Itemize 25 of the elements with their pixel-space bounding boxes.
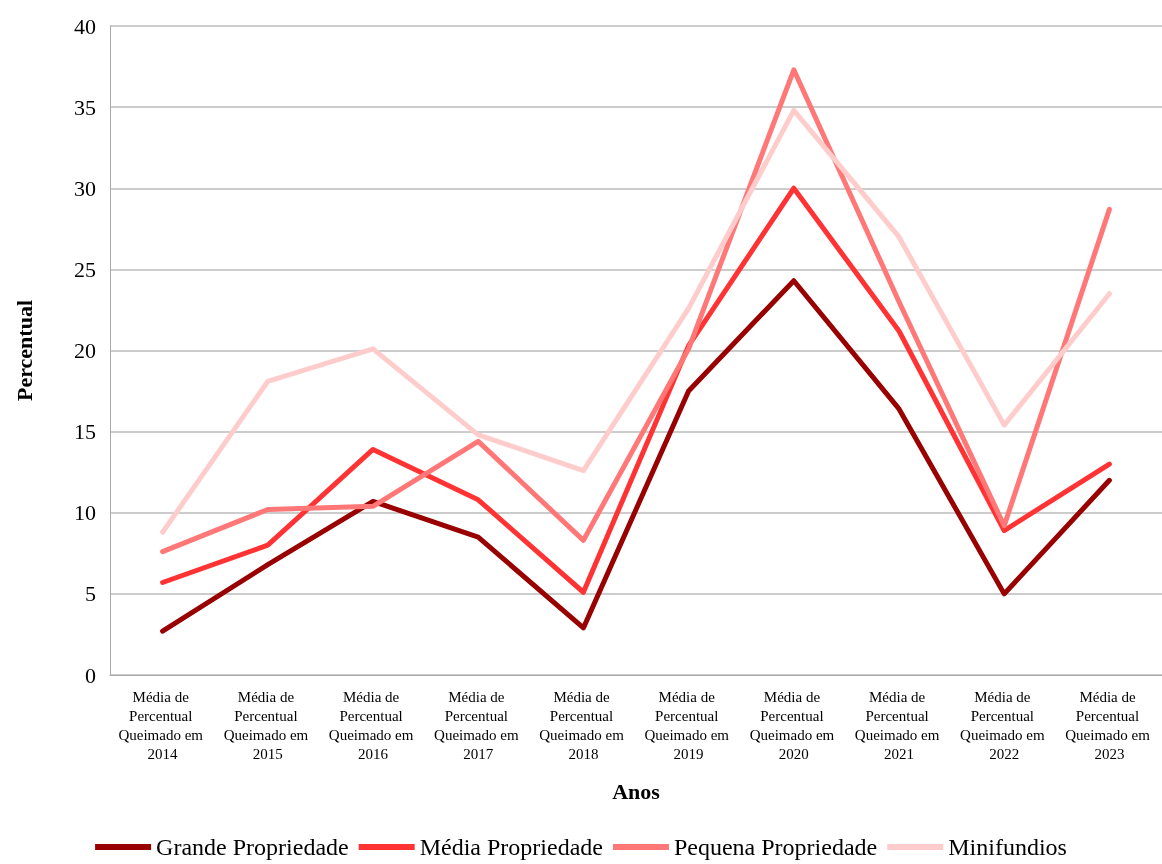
y-tick-label: 40	[74, 13, 96, 39]
x-tick-label: Média de Percentual Queimado em 2018	[539, 688, 628, 762]
x-tick-label: Média de Percentual Queimado em 2022	[960, 688, 1049, 762]
y-tick-label: 0	[85, 662, 96, 688]
legend-label: Pequena Propriedade	[673, 834, 878, 860]
y-tick-label: 20	[74, 338, 96, 363]
y-tick-label: 25	[74, 256, 96, 282]
x-axis-title: Anos	[612, 778, 661, 804]
x-tick-label: Média de Percentual Queimado em 2020	[749, 688, 838, 762]
y-axis-title: Percentual	[11, 299, 37, 402]
x-tick-label: Média de Percentual Queimado em 2016	[328, 688, 418, 762]
x-tick-label: Média de Percentual Queimado em 2017	[434, 688, 523, 762]
y-tick-label: 15	[74, 419, 96, 445]
x-tick-label: Média de Percentual Queimado em 2023	[1065, 688, 1154, 762]
y-tick-label: 35	[74, 94, 96, 120]
legend-label: Média Propriedade	[419, 834, 603, 860]
x-tick-label: Média de Percentual Queimado em 2015	[223, 688, 312, 762]
legend-label: Minifundios	[948, 834, 1067, 860]
x-tick-label: Média de Percentual Queimado em 2019	[644, 688, 733, 762]
y-tick-label: 10	[74, 500, 96, 526]
legend-label: Grande Propriedade	[156, 834, 349, 860]
y-tick-label: 5	[85, 581, 96, 607]
x-tick-label: Média de Percentual Queimado em 2014	[118, 688, 207, 762]
y-tick-label: 30	[74, 175, 96, 201]
x-tick-label: Média de Percentual Queimado em 2021	[854, 688, 944, 762]
